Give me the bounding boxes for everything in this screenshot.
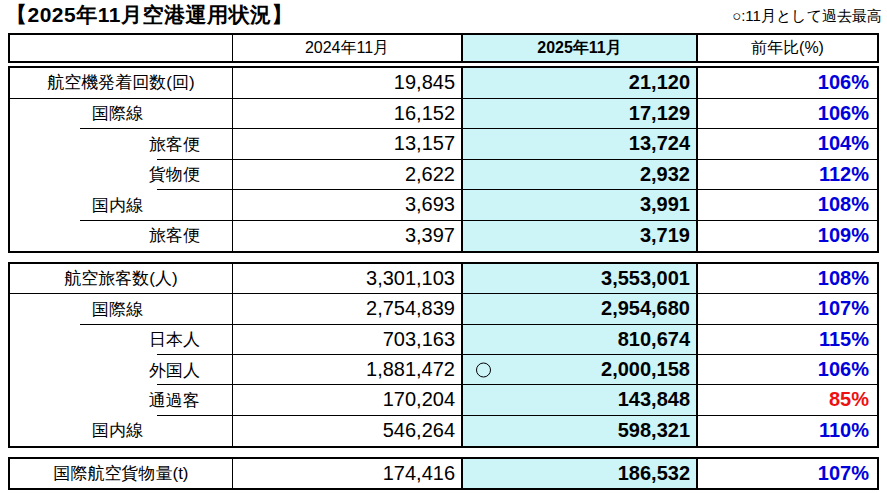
value-2025: 21,120 [463,68,698,99]
cargo-table-block: 国際航空貨物量(t)174,416186,532107% [8,457,879,490]
row-label: 貨物便 [10,160,233,191]
row-label: 国際線 [10,99,233,130]
value-2025: 3,719 [463,221,698,252]
value-2025: 186,532 [463,459,698,488]
value-2025: 2,932 [463,160,698,191]
header-yoy-column: 前年比(%) [698,35,877,61]
table-header-row: 2024年11月 2025年11月 前年比(%) [8,33,879,63]
value-2024: 546,264 [233,416,463,446]
page-title: 【2025年11月空港運用状況】 [6,1,293,29]
value-2024: 2,754,839 [233,294,463,324]
row-label: 日本人 [10,325,233,355]
value-2025: 13,724 [463,129,698,160]
record-high-circle-icon [476,362,491,377]
yoy-percent: 112% [698,160,877,191]
value-2024: 703,163 [233,325,463,355]
passengers-table-block: 航空旅客数(人)3,301,1033,553,001108% 国際線2,754,8… [8,262,879,448]
value-2024: 2,622 [233,160,463,191]
value-2024: 1,881,472 [233,355,463,385]
row-label: 外国人 [10,355,233,385]
yoy-percent: 107% [698,459,877,488]
value-2024: 3,397 [233,221,463,252]
yoy-percent: 108% [698,190,877,221]
yoy-percent: 85% [698,385,877,415]
row-label: 旅客便 [10,221,233,252]
yoy-percent: 106% [698,68,877,99]
header-2024-column: 2024年11月 [233,35,463,61]
row-label: 国内線 [10,190,233,221]
row-label: 国内線 [10,416,233,446]
yoy-percent: 115% [698,325,877,355]
value-2024: 3,693 [233,190,463,221]
yoy-percent: 109% [698,221,877,252]
value-2025: 17,129 [463,99,698,130]
value-2024: 170,204 [233,385,463,415]
value-2024: 19,845 [233,68,463,99]
value-2024: 16,152 [233,99,463,130]
yoy-percent: 106% [698,355,877,385]
row-label: 国際線 [10,294,233,324]
value-2024: 13,157 [233,129,463,160]
value-2025: 2,954,680 [463,294,698,324]
value-2024: 174,416 [233,459,463,488]
flights-table-block: 航空機発着回数(回)19,84521,120106% 国際線16,15217,12… [8,66,879,253]
header-row-label-column [10,35,233,61]
row-label: 航空旅客数(人) [10,264,233,294]
yoy-percent: 108% [698,264,877,294]
value-2025: 2,000,158 [463,355,698,385]
value-2025: 810,674 [463,325,698,355]
header-2025-column: 2025年11月 [463,35,698,61]
value-2024: 3,301,103 [233,264,463,294]
row-label: 旅客便 [10,129,233,160]
row-label: 国際航空貨物量(t) [10,459,233,488]
value-2025: 598,321 [463,416,698,446]
row-label: 航空機発着回数(回) [10,68,233,99]
yoy-percent: 106% [698,99,877,130]
value-2025: 3,553,001 [463,264,698,294]
row-label: 通過客 [10,385,233,415]
value-2025: 3,991 [463,190,698,221]
value-2025: 143,848 [463,385,698,415]
yoy-percent: 104% [698,129,877,160]
page: 【2025年11月空港運用状況】 ○:11月として過去最高 2024年11月 2… [0,0,887,493]
yoy-percent: 110% [698,416,877,446]
yoy-percent: 107% [698,294,877,324]
record-high-note: ○:11月として過去最高 [732,7,882,26]
